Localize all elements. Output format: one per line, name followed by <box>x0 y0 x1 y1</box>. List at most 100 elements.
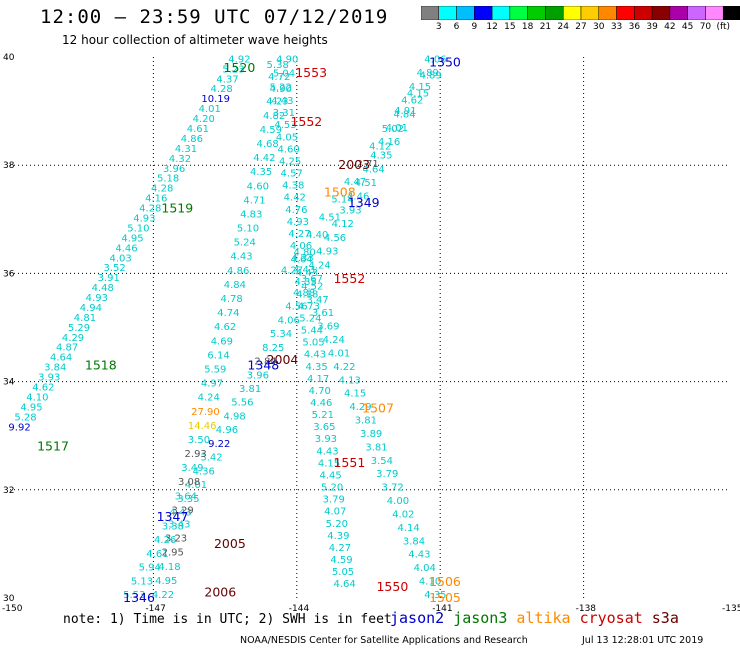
wave-height-value: 4.64 <box>50 353 72 364</box>
wave-height-value: 4.01 <box>386 123 408 134</box>
wave-height-value: 3.38 <box>162 521 184 532</box>
color-scale-swatch <box>634 6 653 20</box>
wave-height-value: 4.31 <box>175 144 197 155</box>
wave-height-value: 5.13 <box>131 576 153 587</box>
wave-height-value: 4.64 <box>290 255 312 266</box>
color-scale-label: 3 <box>435 22 442 32</box>
wave-height-value: 3.43 <box>168 520 190 531</box>
color-scale-label: 33 <box>610 22 623 32</box>
wave-height-value: 5.21 <box>312 410 334 421</box>
color-scale-label: 30 <box>593 22 605 32</box>
color-scale-swatch <box>562 6 582 20</box>
color-scale-swatch <box>545 6 564 20</box>
wave-height-value: 5.18 <box>157 174 179 185</box>
wave-height-value: 4.90 <box>270 84 292 95</box>
wave-height-value: 4.60 <box>247 181 269 192</box>
color-scale-label: 21 <box>539 22 552 32</box>
wave-height-value: 3.49 <box>181 463 203 474</box>
wave-height-value: 4.39 <box>327 531 349 542</box>
axis-tick-labels: -150 -147 -144 -141 -138 -135 30 32 34 36 38 40 <box>2 53 740 614</box>
wave-height-value: 4.53 <box>274 120 296 131</box>
wave-height-value: 4.35 <box>305 362 327 373</box>
wave-height-value: 5.14 <box>331 195 353 206</box>
wave-height-value: 4.56 <box>324 233 346 244</box>
color-scale-label: 42 <box>664 22 676 32</box>
color-scale-bar <box>421 6 740 20</box>
wave-height-value: 4.80 <box>293 248 315 259</box>
pass-time-label: 2003 <box>338 157 370 172</box>
satellite-tracks: 9.925.284.954.104.623.933.844.644.874.29… <box>8 54 446 601</box>
wave-height-value: 4.78 <box>221 294 243 305</box>
wave-height-value: 4.40 <box>306 230 328 241</box>
wave-height-value: 4.98 <box>224 411 246 422</box>
pass-time-label: 1517 <box>37 439 69 454</box>
wave-height-value: 4.47 <box>344 177 366 188</box>
wave-height-value: 4.06 <box>424 54 446 65</box>
wave-height-value: 4.61 <box>187 124 209 135</box>
wave-height-value: 4.48 <box>92 283 114 294</box>
wave-height-value: 9.92 <box>8 422 30 433</box>
wave-height-value: 10.19 <box>201 94 230 105</box>
wave-height-value: 4.26 <box>154 535 176 546</box>
wave-height-value: 4.71 <box>243 195 265 206</box>
wave-height-value: 3.93 <box>38 373 60 384</box>
wave-height-value: 3.54 <box>371 456 393 467</box>
wave-height-value: 4.57 <box>281 169 303 180</box>
wave-height-value: 4.43 <box>169 508 191 519</box>
pass-time-label: 1552 <box>290 114 322 129</box>
wave-height-value: 4.81 <box>74 313 96 324</box>
satellite-legend-entry: jason3 <box>453 609 508 627</box>
wave-height-value: 4.35 <box>370 151 392 162</box>
wave-height-value: 4.82 <box>263 111 285 122</box>
timestamp: Jul 13 12:28:01 UTC 2019 <box>582 635 704 646</box>
wave-height-value: 5.24 <box>234 238 256 249</box>
wave-height-value: 3.96 <box>247 370 269 381</box>
pass-time-label: 1507 <box>362 401 394 416</box>
wave-height-value: 3.29 <box>171 505 193 516</box>
wave-height-value: 5.94 <box>139 563 161 574</box>
wave-height-value: 4.62 <box>32 383 54 394</box>
pass-time-label: 1350 <box>429 54 461 69</box>
wave-height-value: 5.20 <box>326 519 348 530</box>
wave-height-value: 4.35 <box>424 590 446 601</box>
wave-height-value: 3.42 <box>200 453 222 464</box>
wave-height-value: 4.46 <box>347 192 369 203</box>
wave-height-value: 5.44 <box>301 326 323 337</box>
wave-height-value: 5.38 <box>267 60 289 71</box>
satellite-legend-entry: jason2 <box>390 609 445 627</box>
color-scale-swatch <box>421 6 440 20</box>
wave-height-value: 4.20 <box>193 114 215 125</box>
wave-height-value: 4.45 <box>319 470 341 481</box>
wave-height-value: 4.15 <box>318 458 340 469</box>
wave-height-value: 4.23 <box>266 97 288 108</box>
wave-height-value: 4.16 <box>378 137 400 148</box>
wave-height-value: 3.79 <box>323 495 345 506</box>
wave-height-value: 4.43 <box>230 252 252 263</box>
wave-height-value: 3.81 <box>239 384 261 395</box>
wave-height-value: 4.72 <box>268 72 290 83</box>
wave-height-value: 4.18 <box>296 289 318 300</box>
wave-height-value: 4.89 <box>417 68 439 79</box>
wave-height-value: 3.81 <box>365 442 387 453</box>
wave-height-value: 4.84 <box>393 109 415 120</box>
wave-height-value: 4.12 <box>369 141 391 152</box>
pass-time-label: 1552 <box>333 271 365 286</box>
wave-height-value: 4.52 <box>301 281 323 292</box>
pass-time-label: 1349 <box>348 195 380 210</box>
wave-height-value: 4.93 <box>133 213 155 224</box>
y-tick-label: 34 <box>3 378 15 388</box>
wave-height-value: 4.02 <box>392 509 414 520</box>
wave-height-value: 5.23 <box>222 64 244 75</box>
wave-height-value: 4.43 <box>304 350 326 361</box>
pass-time-label: 1347 <box>157 509 189 524</box>
wave-height-value: 4.90 <box>276 54 298 65</box>
wave-height-value: 4.43 <box>316 446 338 457</box>
x-tick-label: -135 <box>722 604 740 614</box>
wave-height-value: 4.17 <box>307 374 329 385</box>
pass-time-label: 1550 <box>376 579 408 594</box>
wave-height-value: 4.22 <box>333 362 355 373</box>
pass-time-label: 2006 <box>204 585 236 600</box>
color-scale-label: 39 <box>646 22 658 32</box>
color-scale-swatch <box>456 6 475 20</box>
